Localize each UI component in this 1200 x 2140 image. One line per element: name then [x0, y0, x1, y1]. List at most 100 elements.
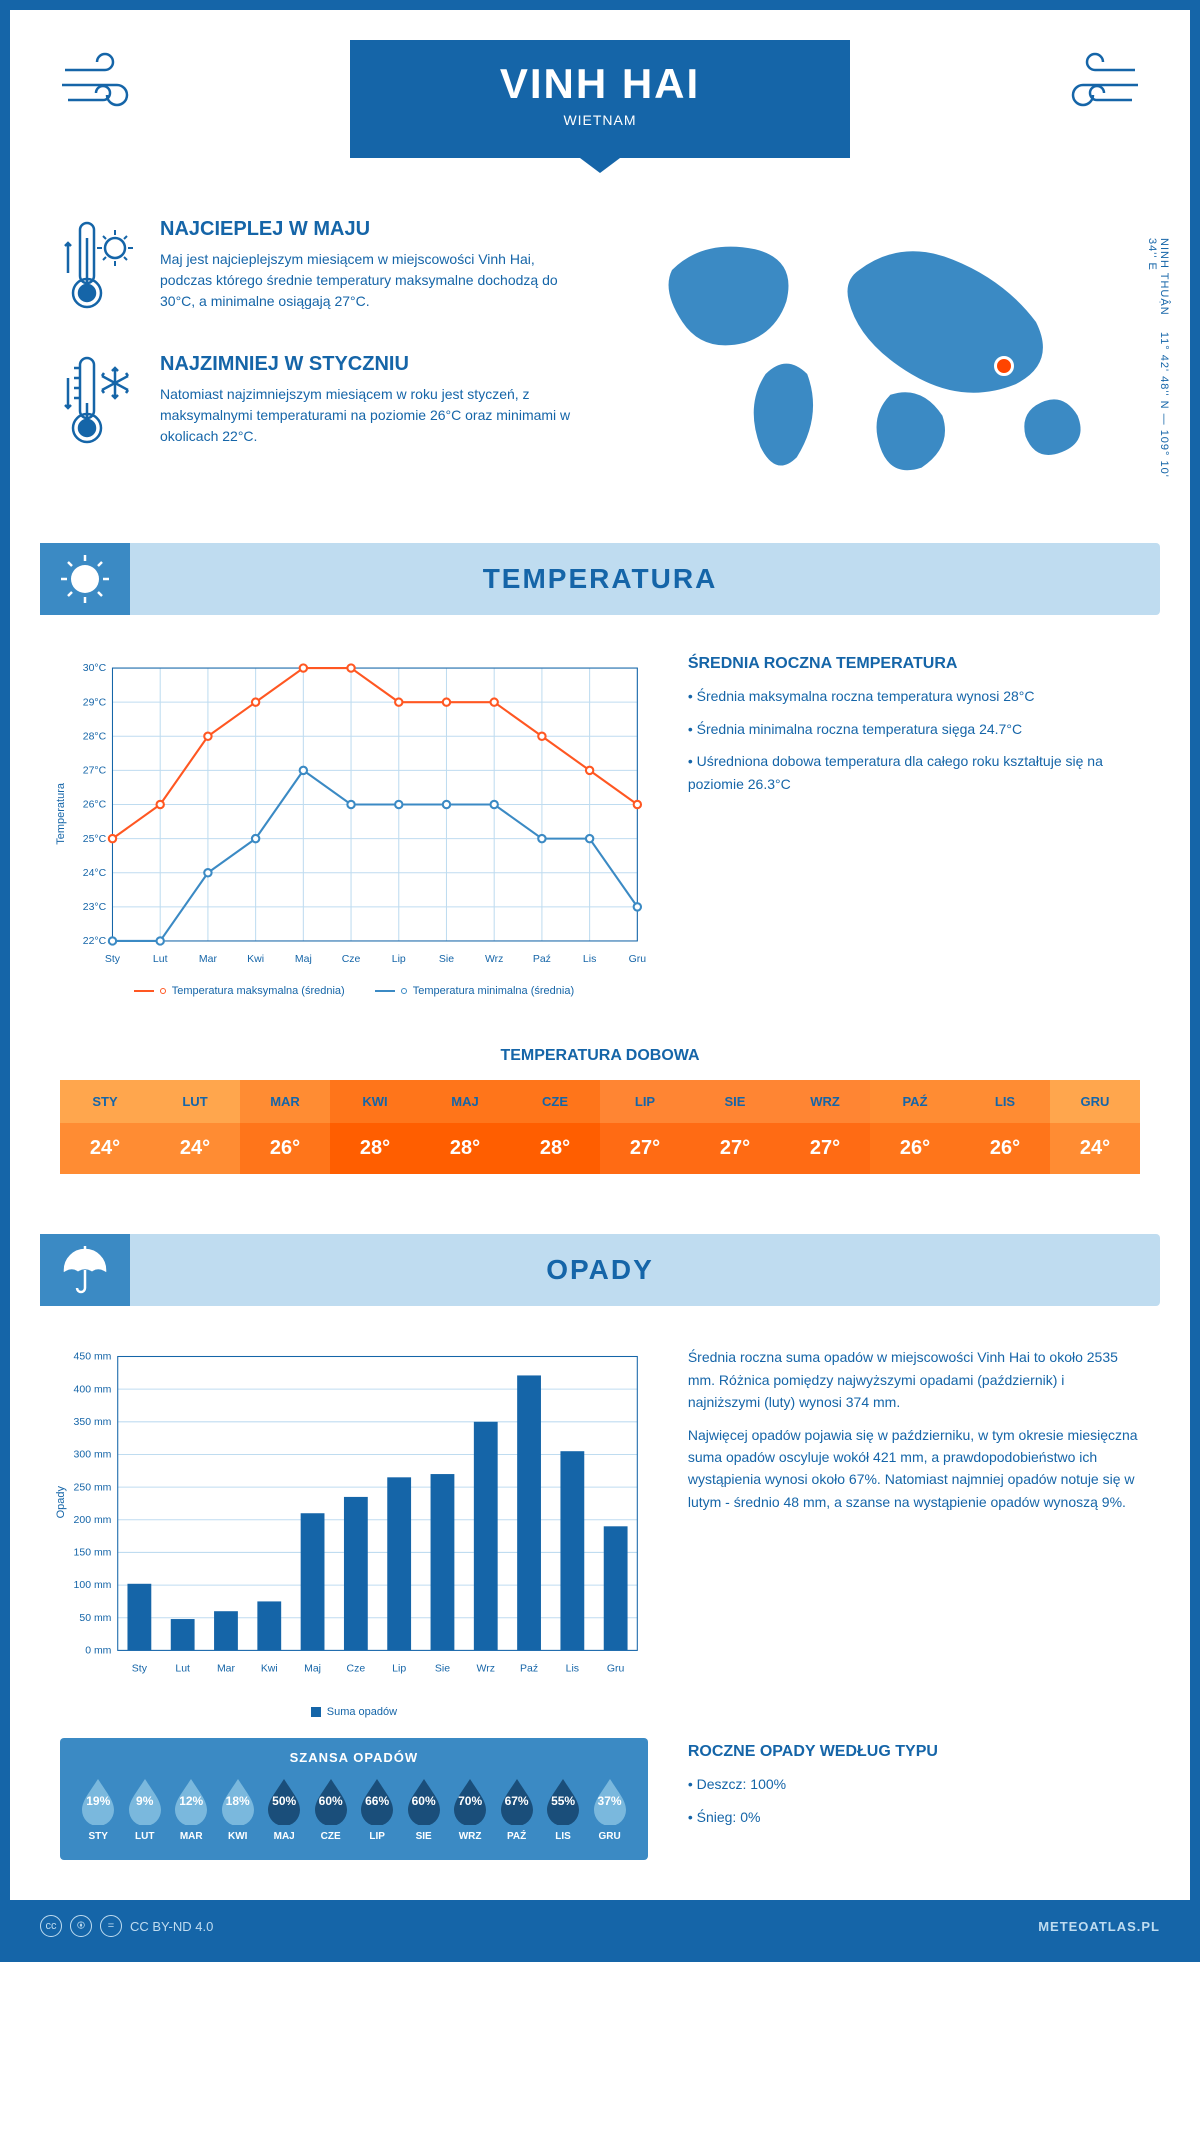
table-header-cell: SIE [690, 1080, 780, 1123]
svg-text:26°C: 26°C [83, 800, 107, 811]
chance-drop: 60% SIE [400, 1777, 446, 1842]
chance-drop: 60% CZE [307, 1777, 353, 1842]
svg-text:Sty: Sty [105, 954, 121, 965]
table-header-cell: LIS [960, 1080, 1050, 1123]
svg-text:Maj: Maj [295, 954, 312, 965]
wind-icon [1050, 50, 1140, 132]
table-header-cell: KWI [330, 1080, 420, 1123]
table-header-cell: MAJ [420, 1080, 510, 1123]
svg-text:350 mm: 350 mm [74, 1417, 112, 1428]
table-value-cell: 27° [600, 1123, 690, 1174]
coordinates-label: NINH THUẬN 11° 42' 48'' N — 109° 10' 34'… [1146, 238, 1170, 493]
table-value-cell: 27° [690, 1123, 780, 1174]
daily-temp-title: TEMPERATURA DOBOWA [10, 1047, 1190, 1065]
svg-text:Paź: Paź [533, 954, 551, 965]
svg-text:400 mm: 400 mm [74, 1385, 112, 1396]
svg-text:Wrz: Wrz [485, 954, 503, 965]
precipitation-content: Opady 0 mm50 mm100 mm150 mm200 mm250 mm3… [10, 1326, 1190, 1900]
svg-text:200 mm: 200 mm [74, 1515, 112, 1526]
svg-text:Cze: Cze [347, 1664, 366, 1675]
chart-legend: Suma opadów [60, 1706, 648, 1718]
svg-text:300 mm: 300 mm [74, 1450, 112, 1461]
table-value-cell: 28° [420, 1123, 510, 1174]
svg-text:Gru: Gru [607, 1664, 625, 1675]
table-value-cell: 28° [330, 1123, 420, 1174]
table-header-cell: PAŹ [870, 1080, 960, 1123]
svg-text:Mar: Mar [217, 1664, 236, 1675]
table-value-cell: 26° [240, 1123, 330, 1174]
section-title: TEMPERATURA [60, 563, 1140, 595]
temperature-content: Temperatura 22°C23°C24°C25°C26°C27°C28°C… [10, 635, 1190, 1017]
svg-text:250 mm: 250 mm [74, 1483, 112, 1494]
svg-text:Sty: Sty [132, 1664, 148, 1675]
wind-icon [60, 50, 150, 132]
chance-drop: 19% STY [75, 1777, 121, 1842]
cc-icon: cc [40, 1915, 62, 1937]
svg-text:Lis: Lis [566, 1664, 579, 1675]
warmest-text: Maj jest najcieplejszym miesiącem w miej… [160, 249, 580, 312]
site-credit: METEOATLAS.PL [1038, 1919, 1160, 1934]
svg-text:Mar: Mar [199, 954, 218, 965]
svg-text:22°C: 22°C [83, 937, 107, 948]
chance-drop: 70% WRZ [447, 1777, 493, 1842]
title-banner: VINH HAI WIETNAM [350, 40, 850, 158]
precip-type-title: ROCZNE OPADY WEDŁUG TYPU [688, 1743, 1140, 1761]
temperature-line-chart: Temperatura 22°C23°C24°C25°C26°C27°C28°C… [60, 655, 648, 997]
svg-text:24°C: 24°C [83, 868, 107, 879]
table-value-cell: 26° [960, 1123, 1050, 1174]
precipitation-summary: Średnia roczna suma opadów w miejscowośc… [688, 1346, 1140, 1880]
chart-legend: Temperatura maksymalna (średnia)Temperat… [60, 985, 648, 997]
license-text: CC BY-ND 4.0 [130, 1919, 213, 1934]
chance-title: SZANSA OPADÓW [75, 1750, 633, 1765]
coldest-title: NAJZIMNIEJ W STYCZNIU [160, 353, 580, 376]
svg-text:29°C: 29°C [83, 698, 107, 709]
svg-text:Lip: Lip [392, 1664, 406, 1675]
svg-text:Sie: Sie [439, 954, 454, 965]
map-column: NINH THUẬN 11° 42' 48'' N — 109° 10' 34'… [620, 218, 1140, 493]
summary-bullet: • Uśredniona dobowa temperatura dla całe… [688, 750, 1140, 795]
precipitation-section-header: OPADY [40, 1234, 1160, 1306]
table-value-cell: 24° [1050, 1123, 1140, 1174]
temperature-summary: ŚREDNIA ROCZNA TEMPERATURA • Średnia mak… [688, 655, 1140, 997]
chance-drop: 67% PAŹ [493, 1777, 539, 1842]
svg-text:Lut: Lut [175, 1664, 190, 1675]
table-value-cell: 24° [150, 1123, 240, 1174]
table-value-cell: 27° [780, 1123, 870, 1174]
svg-text:0 mm: 0 mm [85, 1646, 111, 1657]
svg-text:Maj: Maj [304, 1664, 321, 1675]
svg-text:50 mm: 50 mm [79, 1613, 111, 1624]
warmest-title: NAJCIEPLEJ W MAJU [160, 218, 580, 241]
chance-drop: 9% LUT [121, 1777, 167, 1842]
summary-bullet: • Średnia minimalna roczna temperatura s… [688, 718, 1140, 740]
svg-text:150 mm: 150 mm [74, 1548, 112, 1559]
svg-text:27°C: 27°C [83, 766, 107, 777]
infographic-page: VINH HAI WIETNAM NAJCIEPLEJ W MAJU Maj j… [0, 0, 1200, 1962]
summary-bullet: • Średnia maksymalna roczna temperatura … [688, 685, 1140, 707]
table-value-cell: 26° [870, 1123, 960, 1174]
precipitation-chance-box: SZANSA OPADÓW 19% STY 9% LUT 12% MAR 18%… [60, 1738, 648, 1860]
table-header-cell: LUT [150, 1080, 240, 1123]
header: VINH HAI WIETNAM [10, 10, 1190, 178]
summary-title: ŚREDNIA ROCZNA TEMPERATURA [688, 655, 1140, 673]
temperature-section-header: TEMPERATURA [40, 543, 1160, 615]
chance-drop: 55% LIS [540, 1777, 586, 1842]
coldest-fact: NAJZIMNIEJ W STYCZNIU Natomiast najzimni… [60, 353, 580, 458]
svg-text:Kwi: Kwi [247, 954, 264, 965]
facts-column: NAJCIEPLEJ W MAJU Maj jest najcieplejszy… [60, 218, 580, 493]
by-icon: 🅯 [70, 1915, 92, 1937]
type-bullet: • Śnieg: 0% [688, 1806, 1140, 1828]
license-block: cc 🅯 = CC BY-ND 4.0 [40, 1915, 213, 1937]
precipitation-bar-chart: Opady 0 mm50 mm100 mm150 mm200 mm250 mm3… [60, 1346, 648, 1696]
thermometer-cold-icon [60, 353, 140, 458]
table-value-cell: 24° [60, 1123, 150, 1174]
svg-text:28°C: 28°C [83, 732, 107, 743]
chance-drop: 12% MAR [168, 1777, 214, 1842]
location-title: VINH HAI [390, 60, 810, 108]
chance-drop: 18% KWI [214, 1777, 260, 1842]
table-header-cell: WRZ [780, 1080, 870, 1123]
svg-text:Kwi: Kwi [261, 1664, 278, 1675]
thermometer-hot-icon [60, 218, 140, 323]
section-title: OPADY [60, 1254, 1140, 1286]
svg-text:Gru: Gru [629, 954, 647, 965]
svg-text:450 mm: 450 mm [74, 1352, 112, 1363]
